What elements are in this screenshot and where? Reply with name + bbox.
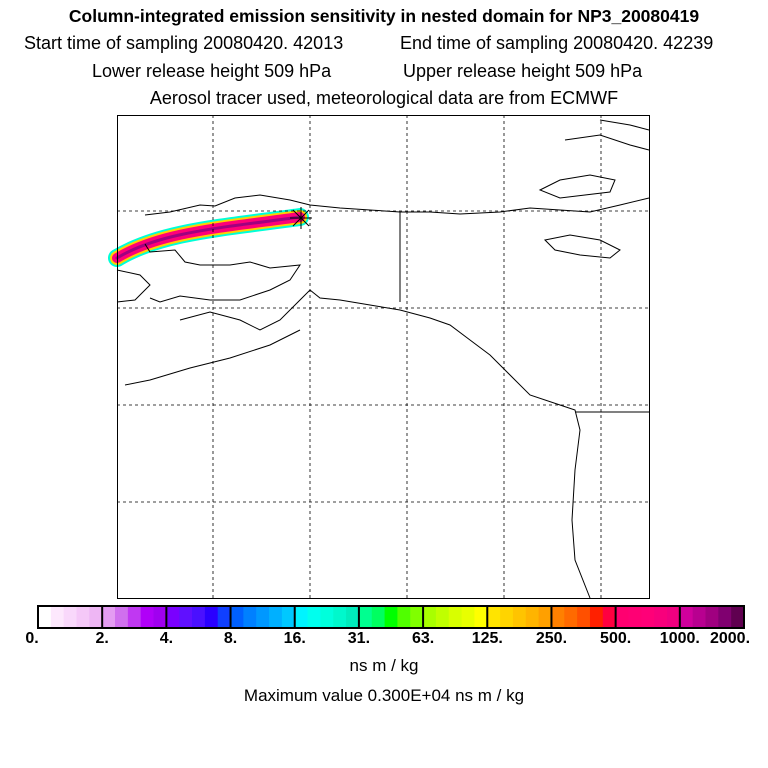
colorbar-swatch	[448, 606, 463, 628]
colorbar-tick-label: 0.	[25, 630, 39, 647]
colorbar-swatch	[243, 606, 257, 628]
colorbar-swatch	[63, 606, 78, 628]
colorbar-swatch	[307, 606, 321, 628]
colorbar-swatch	[294, 606, 309, 628]
colorbar-swatch	[127, 606, 142, 628]
colorbar-swatch	[179, 606, 193, 628]
colorbar-tick-label: 8.	[223, 630, 238, 647]
colorbar-swatch	[628, 606, 642, 628]
colorbar-swatch	[192, 606, 206, 628]
colorbar-swatch	[230, 606, 244, 628]
colorbar-swatch	[654, 606, 668, 628]
colorbar-swatch	[384, 606, 398, 628]
colorbar-tick-label: 16.	[283, 630, 306, 647]
colorbar-swatch	[204, 606, 219, 628]
colorbar-swatch	[525, 606, 540, 628]
plume	[108, 208, 309, 267]
colorbar-swatch	[487, 606, 501, 628]
colorbar-swatch	[256, 606, 270, 628]
colorbar-tick-label: 4.	[159, 630, 174, 647]
colorbar-unit: ns m / kg	[349, 656, 419, 675]
colorbar-swatch	[435, 606, 450, 628]
plot-title: Column-integrated emission sensitivity i…	[68, 6, 700, 26]
colorbar-swatch	[333, 606, 347, 628]
colorbar-swatch	[320, 606, 334, 628]
colorbar	[37, 605, 745, 629]
colorbar-swatch	[140, 606, 155, 628]
colorbar-tick-label: 2000.	[709, 630, 751, 647]
colorbar-swatch	[358, 606, 373, 628]
colorbar-swatch	[731, 606, 745, 628]
grid-lines	[117, 115, 649, 598]
colorbar-swatch	[269, 606, 283, 628]
colorbar-frame	[37, 605, 745, 629]
colorbar-swatch	[102, 606, 116, 628]
colorbar-swatch	[551, 606, 565, 628]
colorbar-swatch	[115, 606, 129, 628]
colorbar-swatch	[666, 606, 681, 628]
colorbar-swatch	[38, 606, 52, 628]
colorbar-swatch	[718, 606, 732, 628]
colorbar-swatch	[89, 606, 103, 628]
colorbar-swatch	[423, 606, 437, 628]
upper-release-height: Upper release height 509 hPa	[403, 61, 643, 81]
colorbar-swatch	[602, 606, 617, 628]
colorbar-swatch	[397, 606, 411, 628]
colorbar-swatch	[589, 606, 604, 628]
colorbar-tick-label: 1000.	[659, 630, 700, 647]
colorbar-swatch	[166, 606, 180, 628]
colorbar-swatch	[371, 606, 386, 628]
colorbar-swatch	[217, 606, 232, 628]
colorbar-swatch	[538, 606, 552, 628]
colorbar-swatch	[461, 606, 475, 628]
colorbar-swatch	[50, 606, 65, 628]
maximum-value: Maximum value 0.300E+04 ns m / kg	[243, 686, 525, 705]
colorbar-swatch	[153, 606, 167, 628]
colorbar-swatch	[705, 606, 719, 628]
colorbar-swatch	[281, 606, 296, 628]
colorbar-swatch	[641, 606, 655, 628]
colorbar-tick-label: 500.	[600, 630, 632, 647]
start-time: Start time of sampling 20080420. 42013	[24, 33, 344, 53]
colorbar-swatch	[410, 606, 424, 628]
colorbar-tick-label: 250.	[535, 630, 568, 647]
colorbar-tick-label: 2.	[95, 630, 109, 647]
colorbar-swatch	[564, 606, 578, 628]
lower-release-height: Lower release height 509 hPa	[92, 61, 332, 81]
colorbar-swatch	[500, 606, 514, 628]
tracer-info: Aerosol tracer used, meteorological data…	[149, 88, 619, 108]
colorbar-swatch	[692, 606, 706, 628]
colorbar-tick-label: 31.	[347, 630, 371, 647]
end-time: End time of sampling 20080420. 42239	[400, 33, 714, 53]
map-frame	[117, 115, 650, 599]
colorbar-tick-label: 63.	[411, 630, 435, 647]
colorbar-swatch	[346, 606, 360, 628]
colorbar-swatch	[474, 606, 488, 628]
colorbar-swatch	[615, 606, 629, 628]
colorbar-swatch	[512, 606, 527, 628]
colorbar-swatch	[76, 606, 90, 628]
release-point-marker	[290, 207, 312, 229]
colorbar-swatch	[679, 606, 694, 628]
colorbar-swatch	[577, 606, 591, 628]
colorbar-tick-label: 125.	[471, 630, 503, 647]
coastlines	[116, 119, 650, 599]
